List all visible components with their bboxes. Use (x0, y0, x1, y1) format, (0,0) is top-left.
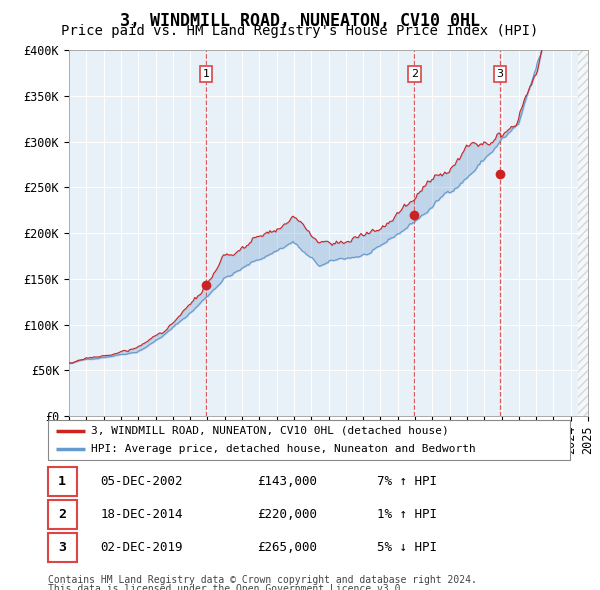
Text: £265,000: £265,000 (257, 541, 317, 555)
FancyBboxPatch shape (48, 467, 77, 496)
Text: 3: 3 (58, 541, 66, 555)
Text: 1: 1 (58, 475, 66, 489)
FancyBboxPatch shape (48, 500, 77, 529)
Text: 7% ↑ HPI: 7% ↑ HPI (377, 475, 437, 489)
Text: HPI: Average price, detached house, Nuneaton and Bedworth: HPI: Average price, detached house, Nune… (91, 444, 476, 454)
Text: 1: 1 (203, 69, 209, 79)
Text: 02-DEC-2019: 02-DEC-2019 (100, 541, 182, 555)
Text: Price paid vs. HM Land Registry's House Price Index (HPI): Price paid vs. HM Land Registry's House … (61, 24, 539, 38)
Text: 5% ↓ HPI: 5% ↓ HPI (377, 541, 437, 555)
Text: Contains HM Land Registry data © Crown copyright and database right 2024.: Contains HM Land Registry data © Crown c… (48, 575, 477, 585)
FancyBboxPatch shape (48, 420, 570, 460)
Text: £143,000: £143,000 (257, 475, 317, 489)
Text: 3: 3 (497, 69, 503, 79)
Text: 3, WINDMILL ROAD, NUNEATON, CV10 0HL: 3, WINDMILL ROAD, NUNEATON, CV10 0HL (120, 12, 480, 30)
Text: This data is licensed under the Open Government Licence v3.0.: This data is licensed under the Open Gov… (48, 584, 406, 590)
Text: 2: 2 (58, 508, 66, 522)
Text: £220,000: £220,000 (257, 508, 317, 522)
Text: 1% ↑ HPI: 1% ↑ HPI (377, 508, 437, 522)
Text: 3, WINDMILL ROAD, NUNEATON, CV10 0HL (detached house): 3, WINDMILL ROAD, NUNEATON, CV10 0HL (de… (91, 426, 449, 436)
Text: 2: 2 (411, 69, 418, 79)
FancyBboxPatch shape (48, 533, 77, 562)
Text: 18-DEC-2014: 18-DEC-2014 (100, 508, 182, 522)
Text: 05-DEC-2002: 05-DEC-2002 (100, 475, 182, 489)
